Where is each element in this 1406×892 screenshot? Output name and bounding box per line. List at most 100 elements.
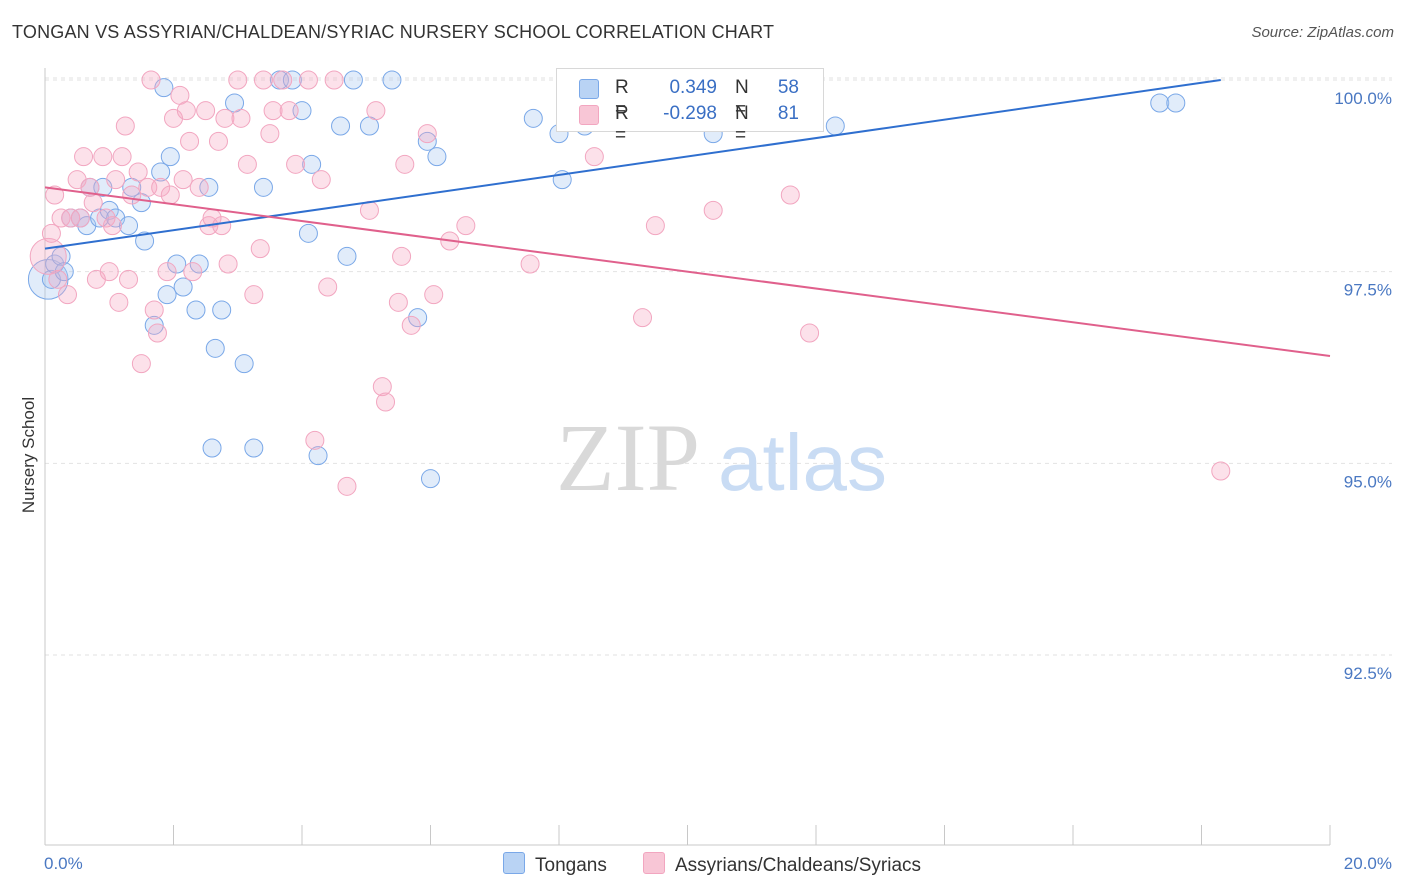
tongans-point <box>160 147 180 167</box>
tongans-point <box>282 70 302 90</box>
tongans-point <box>151 162 171 182</box>
assyrians-point <box>417 124 437 144</box>
tongans-point <box>337 246 357 266</box>
assyrians-point <box>305 430 325 450</box>
assyrians-point <box>388 292 408 312</box>
assyrians-point <box>260 124 280 144</box>
assyrians-point <box>633 308 653 328</box>
trend-lines <box>44 79 1331 357</box>
tongans-point <box>382 70 402 90</box>
assyrians-point <box>311 170 331 190</box>
watermark: ZIP atlas <box>556 404 887 511</box>
assyrians-point <box>401 315 421 335</box>
assyrians-point <box>99 262 119 282</box>
assyrians-point <box>112 147 132 167</box>
tongans-point <box>157 285 177 305</box>
assyrians-point <box>215 108 235 128</box>
assyrians-point <box>128 162 148 182</box>
tongans-point <box>173 277 193 297</box>
x-tick-label: 0.0% <box>44 854 83 873</box>
tongans-point <box>212 300 232 320</box>
tongans-point <box>825 116 845 136</box>
tongans-point <box>234 354 254 374</box>
bottom-legend-tongans: Tongans <box>503 852 607 877</box>
assyrians-point <box>372 377 392 397</box>
tongans-point <box>1150 93 1170 113</box>
tongans-point <box>186 300 206 320</box>
tongans-point <box>202 438 222 458</box>
assyrians-point <box>96 208 116 228</box>
assyrians-point <box>57 285 77 305</box>
legend-n-value: 81 <box>777 103 799 124</box>
y-tick-label: 100.0% <box>1334 89 1392 108</box>
assyrians-point <box>324 70 344 90</box>
assyrians-point <box>93 147 113 167</box>
assyrians-point <box>366 101 386 121</box>
tongans-trend-line <box>44 79 1221 250</box>
tongans-point <box>331 116 351 136</box>
tongans-point <box>144 315 164 335</box>
bottom-legend-label-assyrians: Assyrians/Chaldeans/Syriacs <box>675 855 922 876</box>
bottom-legend-label-tongans: Tongans <box>535 855 607 876</box>
tongans-point <box>408 308 428 328</box>
bottom-legend-swatch-assyrians <box>643 852 665 874</box>
assyrians-point <box>157 262 177 282</box>
assyrians-point <box>160 185 180 205</box>
assyrians-point <box>520 254 540 274</box>
assyrians-point <box>645 216 665 236</box>
tongans-point <box>343 70 363 90</box>
assyrians-point <box>263 101 283 121</box>
assyrians-point <box>800 323 820 343</box>
legend-r-label: R = <box>615 103 629 146</box>
watermark-atlas: atlas <box>718 418 887 507</box>
legend-n-label: N = <box>735 77 749 120</box>
tongans-point <box>417 131 437 151</box>
tongans-point <box>205 338 225 358</box>
assyrians-point <box>144 300 164 320</box>
tongans-point <box>189 254 209 274</box>
tongans-point <box>253 177 273 197</box>
assyrians-point <box>318 277 338 297</box>
legend-n-value: 58 <box>777 77 799 98</box>
assyrians-point <box>70 208 90 228</box>
assyrians-point <box>74 147 94 167</box>
assyrians-point <box>286 154 306 174</box>
y-axis-label: Nursery School <box>19 397 38 513</box>
assyrians-point <box>392 246 412 266</box>
assyrians-point <box>189 177 209 197</box>
axes <box>44 68 1331 846</box>
assyrians-point <box>106 170 126 190</box>
tongans-point <box>99 200 119 220</box>
assyrians-point <box>208 131 228 151</box>
assyrians-point <box>703 200 723 220</box>
assyrians-point <box>244 285 264 305</box>
tongans-point <box>302 154 322 174</box>
chart-title: TONGAN VS ASSYRIAN/CHALDEAN/SYRIAC NURSE… <box>12 22 775 42</box>
tongans-point <box>119 216 139 236</box>
legend-r-value: 0.349 <box>669 77 717 98</box>
legend: R = 0.349 N = 58 R = -0.298 N = 81 <box>556 68 824 146</box>
legend-r-label: R = <box>615 77 629 120</box>
assyrians-point <box>273 70 293 90</box>
tongans-point <box>244 438 264 458</box>
assyrians-point <box>119 269 139 289</box>
assyrians-point <box>61 208 81 228</box>
assyrians-point <box>253 70 273 90</box>
legend-r-value: -0.298 <box>663 103 717 124</box>
y-tick-label: 97.5% <box>1344 281 1392 300</box>
assyrians-point <box>147 323 167 343</box>
watermark-zip: ZIP <box>556 404 700 511</box>
assyrians-point <box>231 108 251 128</box>
assyrians-point <box>141 70 161 90</box>
assyrians-point <box>218 254 238 274</box>
tongans-point <box>135 231 155 251</box>
assyrians-point <box>151 177 171 197</box>
assyrians-point <box>109 292 129 312</box>
assyrians-point <box>41 223 61 243</box>
assyrians-point <box>250 239 270 259</box>
assyrians-point <box>122 185 142 205</box>
tongans-point <box>167 254 187 274</box>
assyrians-point <box>173 170 193 190</box>
assyrians-point <box>376 392 396 412</box>
